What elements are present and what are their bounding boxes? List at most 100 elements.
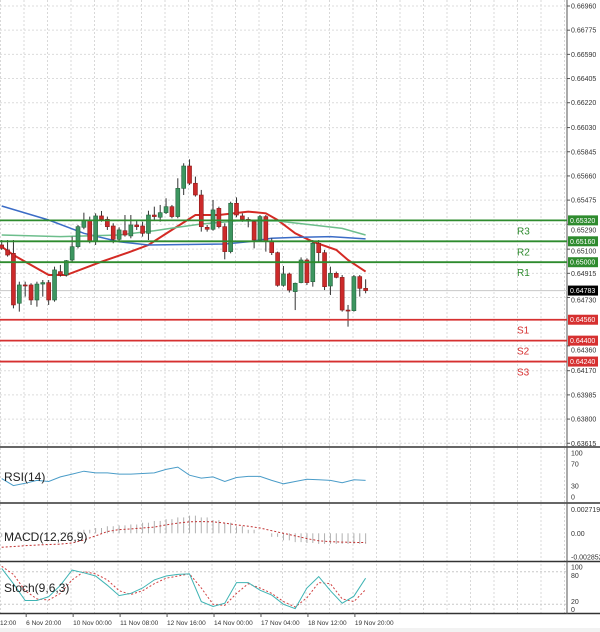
candle-body-bear: [28, 284, 34, 301]
candle-body-bear: [222, 226, 228, 252]
candle: [204, 224, 210, 232]
price-tick-label: 0.66590: [571, 52, 596, 59]
candle-body-bear: [193, 182, 198, 196]
candle: [187, 159, 192, 185]
level-price-tag-text: 0.65320: [570, 218, 595, 225]
rsi-tick-label: 100: [571, 451, 583, 458]
time-tick-label: 12 Nov 16:00: [167, 620, 206, 627]
candle: [257, 215, 263, 242]
candle-body-bull: [257, 216, 263, 241]
price-tick-label: 0.63615: [571, 441, 596, 448]
candle-body-bear: [216, 208, 222, 227]
candle: [322, 249, 327, 291]
candle-body-bear: [357, 276, 363, 289]
time-tick-label: 11 Nov 08:00: [120, 620, 159, 627]
candle-body-bear: [105, 219, 110, 227]
candle-body-bear: [275, 252, 280, 286]
price-tick-label: 0.66030: [571, 125, 596, 132]
candle-body-bull: [298, 259, 304, 283]
candle-body-bear: [0, 244, 4, 249]
candle: [351, 275, 357, 312]
candle: [345, 304, 351, 327]
candle-body-bear: [240, 215, 245, 220]
price-tick-label: 0.63800: [571, 417, 596, 424]
candle: [245, 217, 251, 228]
candle: [58, 264, 63, 277]
price-tick-label: 0.65660: [571, 173, 596, 180]
candle: [287, 272, 292, 293]
time-tick-label: 17 Nov 04:00: [261, 620, 300, 627]
time-tick-label: 6 Nov 20:00: [26, 620, 61, 627]
candle-body-bull: [75, 226, 81, 247]
candle: [40, 279, 46, 297]
candle: [298, 257, 304, 284]
current-price-tag: [568, 285, 598, 296]
level-price-tag: [568, 356, 598, 367]
candle: [169, 204, 175, 219]
candle-body-bear: [363, 288, 368, 291]
level-label-r2: R2: [517, 247, 530, 258]
candle: [357, 275, 363, 297]
price-tick-label: 0.65845: [571, 149, 596, 156]
candle: [75, 224, 81, 249]
candle: [134, 219, 140, 230]
candle-body-bull: [146, 214, 151, 234]
macd-tick-label: 0.00: [571, 531, 585, 538]
candle: [316, 239, 321, 262]
time-tick-label: 10 Nov 00:00: [73, 620, 112, 627]
price-tick-label: 0.65290: [571, 227, 596, 234]
candle-body-bear: [122, 230, 128, 236]
price-tick-label: 0.64915: [571, 271, 596, 278]
price-tick-label: 0.66960: [571, 4, 596, 11]
candle: [234, 197, 239, 218]
price-tick-label: 0.65475: [571, 198, 596, 205]
candle: [328, 266, 333, 296]
candle: [122, 215, 128, 237]
candle: [163, 198, 169, 214]
candle-body-bull: [63, 260, 69, 276]
rsi-tick-label: 30: [571, 484, 579, 491]
candle: [34, 281, 40, 307]
candle-body-bull: [292, 282, 298, 292]
candle: [198, 189, 204, 232]
candle-body-bear: [58, 271, 63, 276]
candle-body-bear: [322, 252, 327, 287]
candle-body-bear: [11, 253, 16, 306]
level-price-tag: [568, 335, 598, 346]
candle-body-bear: [87, 219, 93, 242]
candle-body-bear: [316, 242, 321, 253]
level-price-tag-text: 0.64400: [570, 338, 595, 345]
price-tick-label: 0.66405: [571, 76, 596, 83]
candle: [116, 227, 122, 242]
stoch-main-line: [1, 568, 367, 610]
level-price-tag-text: 0.65160: [570, 239, 595, 246]
price-tick-label: 0.66220: [571, 100, 596, 107]
candle-body-bull: [69, 246, 75, 261]
candle: [175, 178, 181, 219]
level-price-tag-text: 0.64240: [570, 359, 595, 366]
candle: [22, 281, 28, 297]
candle-body-bull: [34, 283, 40, 301]
candle: [310, 239, 316, 287]
level-price-tag-text: 0.64560: [570, 317, 595, 324]
candle-body-bull: [351, 276, 357, 312]
price-tick-label: 0.66775: [571, 28, 596, 35]
candle: [216, 206, 222, 229]
candle-body-bear: [169, 206, 175, 217]
price-tick-label: 0.64170: [571, 368, 596, 375]
candle-body-bull: [17, 284, 22, 304]
candle: [128, 215, 134, 239]
candle: [251, 219, 257, 249]
candle: [146, 210, 151, 240]
candle: [281, 266, 286, 287]
candle-body-bear: [204, 227, 210, 230]
candle: [333, 271, 339, 279]
candle: [140, 221, 145, 237]
rsi-line: [1, 466, 366, 487]
macd-signal-line: [1, 521, 366, 548]
level-price-tag: [568, 257, 598, 268]
time-tick-label: 12:00: [0, 620, 17, 627]
candle-body-bull: [157, 212, 163, 218]
level-price-tag: [568, 236, 598, 247]
